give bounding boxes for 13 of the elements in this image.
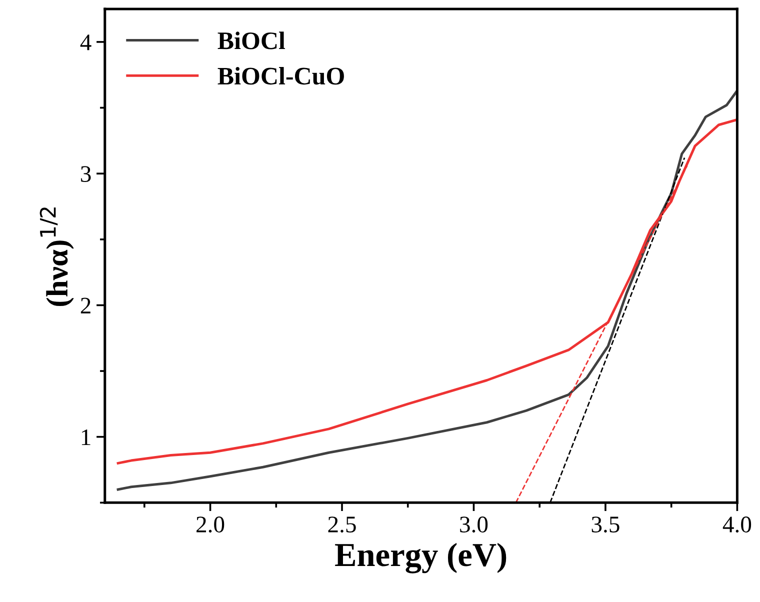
y-tick-label: 1 <box>82 429 90 446</box>
y-axis-title: (hνα)$^{1/2}$ <box>40 207 74 306</box>
x-tick-label: 3.0 <box>460 516 488 533</box>
x-tick-label: 3.5 <box>592 516 620 533</box>
legend-label: BiOCl-CuO <box>218 67 344 85</box>
x-tick-label: 2.0 <box>196 516 224 533</box>
x-tick-label: 2.5 <box>328 516 356 533</box>
y-tick-label: 2 <box>80 298 90 314</box>
y-tick-label: 4 <box>80 34 92 50</box>
x-axis-title: Energy (eV) <box>335 542 506 574</box>
x-tick-label: 4.0 <box>722 516 752 533</box>
y-tick-label: 3 <box>81 166 91 182</box>
legend-label: BiOCl <box>218 32 286 50</box>
